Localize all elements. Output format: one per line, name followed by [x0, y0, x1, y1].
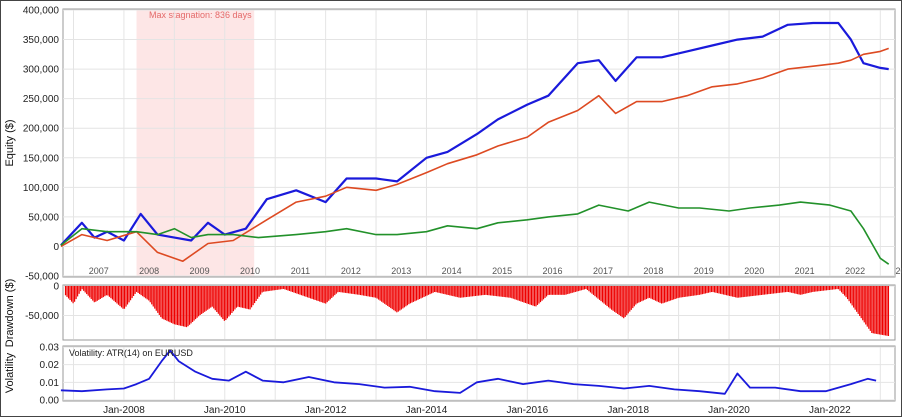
volatility-line: [60, 349, 877, 395]
year-label: 2015: [492, 266, 512, 276]
drawdown-bars: [64, 286, 890, 337]
drawdown-y-ticks: 0 -50,000: [25, 282, 59, 322]
x-axis-labels: Jan-2008 Jan-2010 Jan-2012 Jan-2014 Jan-2016…: [103, 405, 851, 416]
equity-y-axis-label: Equity ($): [4, 119, 16, 166]
y-tick-label: 250,000: [23, 94, 60, 105]
equity-year-labels: 2007 2008 2009 2010 2011 2012 2013 2014 2015 2016…: [89, 266, 902, 276]
volatility-series: [60, 349, 877, 395]
y-tick-label: 50,000: [28, 212, 59, 223]
y-tick-label: 0.03: [40, 343, 60, 354]
y-tick-label: 150,000: [23, 153, 60, 164]
year-label: 2013: [391, 266, 411, 276]
year-label: 2017: [593, 266, 613, 276]
volatility-legend: Volatility: ATR(14) on EURUSD: [69, 348, 193, 358]
x-tick-label: Jan-2010: [204, 405, 246, 416]
equity-series-1-line: [60, 21, 889, 247]
y-tick-label: 350,000: [23, 35, 60, 46]
year-label: 2019: [694, 266, 714, 276]
y-tick-label: 200,000: [23, 124, 60, 135]
year-label: 2007: [89, 266, 109, 276]
year-label: 2008: [139, 266, 159, 276]
equity-series: [60, 21, 890, 265]
year-label: 2010: [240, 266, 260, 276]
x-tick-label: Jan-2018: [607, 405, 649, 416]
year-label: 2023: [895, 266, 902, 276]
y-tick-label: 0.02: [40, 360, 60, 371]
y-tick-label: -50,000: [25, 272, 59, 283]
stagnation-label: Max stagnation: 836 days: [149, 10, 252, 20]
equity-series-3-line: [60, 201, 890, 265]
year-label: 2011: [291, 266, 310, 276]
drawdown-y-axis-label: Drawdown ($): [4, 279, 16, 347]
equity-y-ticks: 400,000 350,000 300,000 250,000 200,000 150,0…: [23, 6, 60, 283]
y-tick-label: 400,000: [23, 6, 60, 17]
year-label: 2020: [744, 266, 764, 276]
year-label: 2018: [643, 266, 663, 276]
year-label: 2014: [442, 266, 462, 276]
year-label: 2021: [795, 266, 815, 276]
y-tick-label: 0: [53, 282, 59, 293]
volatility-y-ticks: 0.03 0.02 0.01 0.00: [40, 343, 60, 407]
year-label: 2012: [341, 266, 361, 276]
x-tick-label: Jan-2014: [406, 405, 448, 416]
y-tick-label: -50,000: [25, 311, 59, 322]
y-tick-label: 0.00: [40, 396, 60, 407]
x-tick-label: Jan-2012: [305, 405, 347, 416]
volatility-y-axis-label: Volatility: [4, 352, 16, 393]
y-tick-label: 300,000: [23, 65, 60, 76]
x-tick-label: Jan-2016: [506, 405, 548, 416]
y-tick-label: 0.01: [40, 378, 60, 389]
equity-series-2-line: [60, 47, 889, 262]
x-tick-label: Jan-2008: [103, 405, 145, 416]
year-label: 2016: [543, 266, 563, 276]
x-tick-label: Jan-2022: [809, 405, 851, 416]
equity-grid: [63, 9, 895, 277]
year-label: 2022: [845, 266, 865, 276]
y-tick-label: 0: [53, 242, 59, 253]
y-tick-label: 100,000: [23, 183, 60, 194]
x-tick-label: Jan-2020: [708, 405, 750, 416]
year-label: 2009: [190, 266, 210, 276]
